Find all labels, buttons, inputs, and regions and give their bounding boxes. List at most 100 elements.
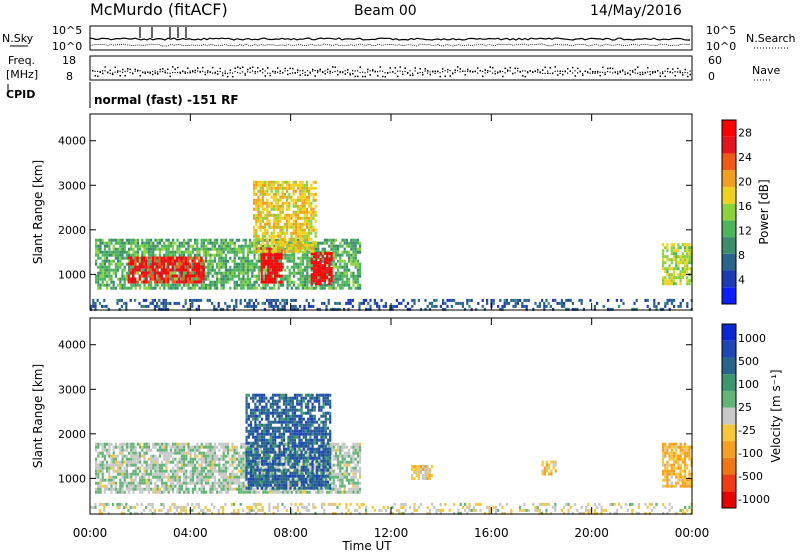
heatmap-cell bbox=[330, 241, 333, 245]
heatmap-cell bbox=[233, 475, 236, 479]
heatmap-cell bbox=[653, 298, 656, 302]
heatmap-cell bbox=[303, 192, 306, 196]
heatmap-cell bbox=[194, 454, 197, 458]
heatmap-cell bbox=[156, 487, 159, 491]
heatmap-cell bbox=[117, 247, 120, 251]
heatmap-cell bbox=[207, 460, 210, 464]
heatmap-cell bbox=[272, 216, 275, 220]
colorbar-frame bbox=[721, 119, 737, 305]
freq-point bbox=[364, 75, 366, 78]
heatmap-cell bbox=[308, 189, 311, 193]
heatmap-cell bbox=[306, 262, 309, 266]
heatmap-cell bbox=[359, 265, 362, 269]
heatmap-cell bbox=[433, 298, 436, 302]
freq-point bbox=[344, 73, 346, 75]
heatmap-cell bbox=[492, 301, 495, 305]
heatmap-cell bbox=[301, 237, 304, 241]
heatmap-cell bbox=[367, 301, 370, 305]
heatmap-cell bbox=[235, 472, 238, 476]
heatmap-cell bbox=[301, 283, 304, 287]
freq-point bbox=[527, 71, 529, 74]
heatmap-cell bbox=[305, 243, 308, 247]
nave-point bbox=[524, 70, 526, 72]
nsky-trace bbox=[89, 27, 691, 47]
heatmap-cell bbox=[259, 180, 262, 184]
nsky-label: N.Sky bbox=[2, 32, 34, 45]
heatmap-cell bbox=[251, 259, 254, 263]
heatmap-cell bbox=[178, 247, 181, 251]
heatmap-cell bbox=[679, 246, 682, 250]
heatmap-cell bbox=[266, 219, 269, 223]
heatmap-cell bbox=[125, 307, 128, 311]
heatmap-cell bbox=[154, 445, 157, 449]
heatmap-cell bbox=[661, 264, 665, 268]
nave-point bbox=[162, 71, 164, 73]
freq-tick-bottom: 8 bbox=[66, 70, 73, 83]
heatmap-cell bbox=[233, 265, 236, 269]
heatmap-cell bbox=[103, 484, 106, 488]
heatmap-cell bbox=[359, 271, 362, 275]
heatmap-cell bbox=[187, 247, 190, 251]
heatmap-cell bbox=[174, 241, 177, 245]
heatmap-cell bbox=[261, 225, 264, 229]
colorbar-segment bbox=[722, 170, 736, 187]
freq-point bbox=[167, 68, 169, 70]
heatmap-cell bbox=[307, 301, 310, 305]
heatmap-cell bbox=[306, 490, 309, 494]
heatmap-cell bbox=[229, 463, 232, 467]
heatmap-cell bbox=[253, 183, 256, 187]
freq-point bbox=[502, 75, 504, 78]
heatmap-cell bbox=[110, 475, 113, 479]
nave-point bbox=[492, 72, 494, 74]
nave-point bbox=[627, 72, 629, 74]
heatmap-cell bbox=[154, 484, 157, 488]
heatmap-cell bbox=[211, 457, 214, 461]
heatmap-cell bbox=[301, 225, 304, 229]
freq-point bbox=[152, 73, 154, 76]
heatmap-cell bbox=[269, 253, 272, 257]
heatmap-cell bbox=[189, 238, 192, 242]
heatmap-cell bbox=[238, 250, 241, 254]
freq-point bbox=[567, 67, 569, 70]
heatmap-cell bbox=[259, 216, 262, 220]
heatmap-cell bbox=[294, 222, 297, 226]
nave-point bbox=[529, 70, 531, 72]
heatmap-cell bbox=[125, 253, 128, 257]
heatmap-cell bbox=[211, 487, 214, 491]
heatmap-cell bbox=[172, 442, 175, 446]
freq-point bbox=[434, 70, 436, 73]
heatmap-cell bbox=[172, 490, 175, 494]
heatmap-cell bbox=[209, 283, 212, 287]
heatmap-cell bbox=[233, 472, 236, 476]
freq-point bbox=[202, 66, 204, 69]
heatmap-cell bbox=[209, 445, 212, 449]
heatmap-cell bbox=[174, 253, 177, 257]
heatmap-cell bbox=[94, 307, 97, 311]
heatmap-cell bbox=[114, 253, 117, 257]
heatmap-cell bbox=[224, 466, 227, 470]
heatmap-cell bbox=[227, 448, 230, 452]
heatmap-cell bbox=[266, 222, 269, 226]
heatmap-cell bbox=[317, 267, 320, 271]
heatmap-cell bbox=[306, 280, 309, 284]
heatmap-cell bbox=[359, 262, 362, 266]
heatmap-cell bbox=[198, 286, 201, 290]
heatmap-cell bbox=[255, 280, 258, 284]
heatmap-cell bbox=[97, 271, 100, 275]
heatmap-cell bbox=[308, 250, 311, 254]
freq-point bbox=[459, 68, 461, 70]
freq-point bbox=[572, 66, 574, 69]
heatmap-cell bbox=[238, 283, 241, 287]
heatmap-cell bbox=[337, 259, 340, 263]
heatmap-cell bbox=[279, 186, 282, 190]
heatmap-cell bbox=[162, 259, 165, 263]
heatmap-cell bbox=[99, 460, 102, 464]
heatmap-cell bbox=[198, 268, 201, 272]
heatmap-cell bbox=[123, 442, 126, 446]
heatmap-cell bbox=[264, 183, 267, 187]
heatmap-cell bbox=[231, 274, 234, 278]
heatmap-cell bbox=[132, 262, 135, 266]
heatmap-cell bbox=[202, 280, 205, 284]
freq-point bbox=[414, 67, 416, 69]
heatmap-cell bbox=[220, 454, 223, 458]
